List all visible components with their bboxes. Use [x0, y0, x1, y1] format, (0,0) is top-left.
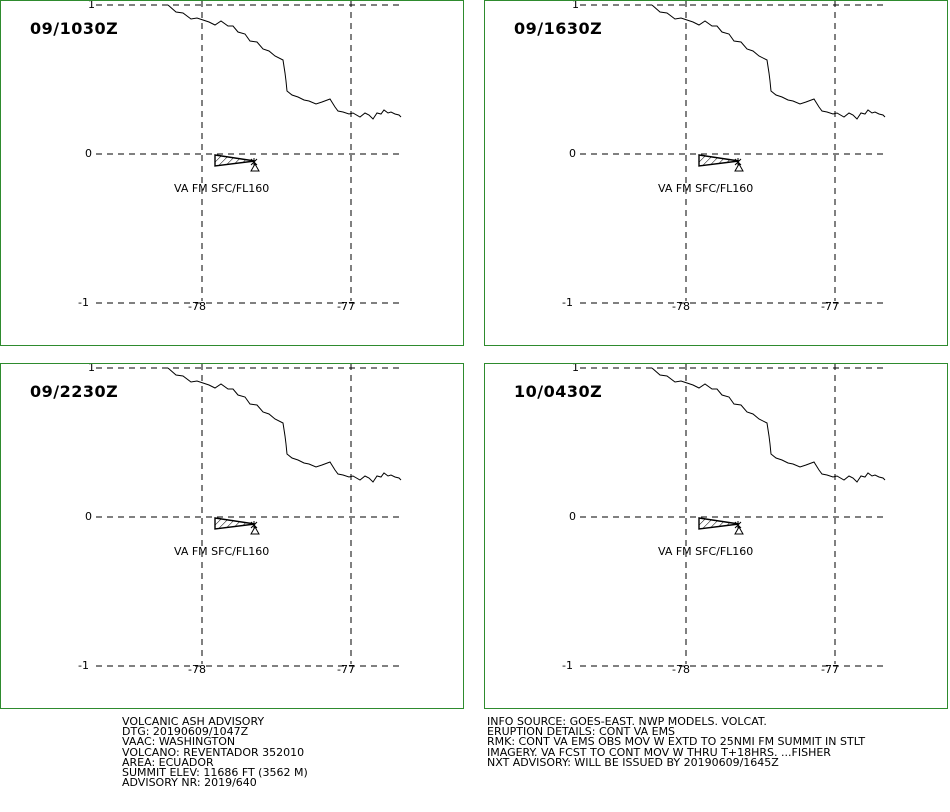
lat-label-0: 0: [85, 510, 92, 523]
advisory-line: AREA: ECUADOR: [122, 755, 214, 769]
advisory-line: VAAC: WASHINGTON: [122, 735, 236, 749]
lat-label-0: 0: [569, 510, 576, 523]
lat-label-1: 1: [88, 363, 95, 374]
lon-label-minus78: -78: [188, 663, 206, 676]
ash-cloud-polygon: [698, 517, 740, 530]
summit-marker-icon: [734, 158, 742, 166]
advisory-line: ADVISORY NR: 2019/640: [122, 776, 257, 790]
lon-label-minus77: -77: [337, 300, 355, 313]
coastline: [651, 4, 886, 120]
lon-label-minus77: -77: [337, 663, 355, 676]
advisory-line: RMK: CONT VA EMS OBS MOV W EXTD TO 25NMI…: [487, 735, 866, 749]
map-panel-3: 09/2230Z 1 0 -1 -78 -77 VA FM SFC/FL160: [0, 363, 464, 709]
ash-cloud-polygon: [698, 154, 740, 167]
ash-cloud-polygon: [214, 517, 256, 530]
advisory-line: VOLCANO: REVENTADOR 352010: [122, 745, 305, 759]
lat-label-0: 0: [569, 147, 576, 160]
map-graphic: [96, 364, 403, 667]
advisory-line: DTG: 20190609/1047Z: [122, 725, 249, 739]
ash-cloud-label: VA FM SFC/FL160: [658, 545, 754, 558]
volcano-triangle-icon: [734, 162, 744, 172]
advisory-line: ERUPTION DETAILS: CONT VA EMS: [487, 725, 676, 739]
advisory-line: INFO SOURCE: GOES-EAST. NWP MODELS. VOLC…: [487, 715, 767, 728]
advisory-line: IMAGERY. VA FCST TO CONT MOV W THRU T+18…: [487, 745, 831, 759]
lat-label-minus1: -1: [562, 659, 573, 672]
lat-label-minus1: -1: [78, 296, 89, 309]
advisory-right-block: INFO SOURCE: GOES-EAST. NWP MODELS. VOLC…: [487, 715, 866, 769]
panel-time: 09/2230Z: [30, 382, 119, 401]
map-graphic: [580, 1, 887, 304]
map-panel-4: 10/0430Z 1 0 -1 -78 -77 VA FM SFC/FL160: [484, 363, 948, 709]
lon-label-minus77: -77: [821, 300, 839, 313]
lat-label-1: 1: [88, 0, 95, 11]
map-panel-1: 09/1030Z 1 0 -1 -78 -77 VA FM SFC/FL160: [0, 0, 464, 346]
panel-time: 09/1630Z: [514, 19, 603, 38]
map-panel-2: 09/1630Z 1 0 -1 -78 -77 VA FM SFC/FL160: [484, 0, 948, 346]
lat-label-0: 0: [85, 147, 92, 160]
lat-label-minus1: -1: [78, 659, 89, 672]
advisory-left-block: VOLCANIC ASH ADVISORY DTG: 20190609/1047…: [122, 715, 308, 790]
panel-time: 10/0430Z: [514, 382, 603, 401]
volcano-triangle-icon: [250, 162, 260, 172]
summit-marker-icon: [734, 521, 742, 529]
coastline: [167, 4, 402, 120]
ash-cloud-label: VA FM SFC/FL160: [174, 182, 270, 195]
advisory-line: SUMMIT ELEV: 11686 FT (3562 M): [122, 765, 308, 779]
map-graphic: [96, 1, 403, 304]
lon-label-minus77: -77: [821, 663, 839, 676]
lon-label-minus78: -78: [672, 663, 690, 676]
volcano-triangle-icon: [734, 525, 744, 535]
advisory-line: VOLCANIC ASH ADVISORY: [122, 715, 265, 728]
coastline: [651, 367, 886, 483]
volcano-triangle-icon: [250, 525, 260, 535]
lon-label-minus78: -78: [672, 300, 690, 313]
map-graphic: [580, 364, 887, 667]
lat-label-1: 1: [572, 0, 579, 11]
coastline: [167, 367, 402, 483]
ash-cloud-polygon: [214, 154, 256, 167]
lat-label-minus1: -1: [562, 296, 573, 309]
summit-marker-icon: [250, 158, 258, 166]
ash-cloud-label: VA FM SFC/FL160: [658, 182, 754, 195]
panel-time: 09/1030Z: [30, 19, 119, 38]
lon-label-minus78: -78: [188, 300, 206, 313]
summit-marker-icon: [250, 521, 258, 529]
lat-label-1: 1: [572, 363, 579, 374]
advisory-line: NXT ADVISORY: WILL BE ISSUED BY 20190609…: [487, 755, 779, 769]
ash-cloud-label: VA FM SFC/FL160: [174, 545, 270, 558]
